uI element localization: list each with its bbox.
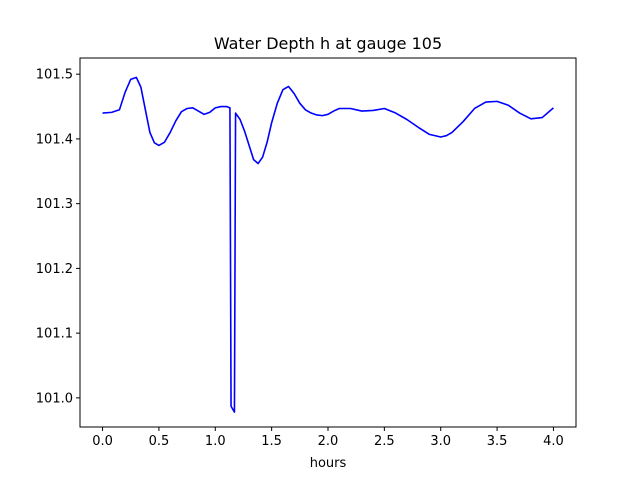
x-tick-label: 0.5 xyxy=(149,434,170,449)
y-tick-label: 101.3 xyxy=(36,197,73,212)
y-tick-label: 101.1 xyxy=(36,327,73,342)
x-tick-label: 2.0 xyxy=(318,434,339,449)
plot-area-frame xyxy=(79,57,577,428)
x-tick-label: 2.5 xyxy=(374,434,395,449)
y-tick-label: 101.4 xyxy=(36,132,73,147)
x-tick-label: 1.5 xyxy=(261,434,282,449)
y-tick-label: 101.5 xyxy=(36,68,73,83)
x-axis: 0.0 0.5 1.0 1.5 2.0 2.5 3.0 3.5 4.0 xyxy=(92,427,564,449)
y-tick-label: 101.2 xyxy=(36,262,73,277)
x-axis-label: hours xyxy=(310,456,347,471)
y-axis: 101.0 101.1 101.2 101.3 101.4 101.5 xyxy=(36,68,80,406)
x-tick-label: 3.0 xyxy=(430,434,451,449)
x-tick-label: 1.0 xyxy=(205,434,226,449)
x-tick-label: 4.0 xyxy=(543,434,564,449)
series-line-0 xyxy=(102,76,554,413)
series-group xyxy=(102,76,554,413)
x-tick-label: 3.5 xyxy=(487,434,508,449)
x-tick-label: 0.0 xyxy=(92,434,113,449)
chart-title: Water Depth h at gauge 105 xyxy=(214,34,442,53)
y-tick-label: 101.0 xyxy=(36,391,73,406)
